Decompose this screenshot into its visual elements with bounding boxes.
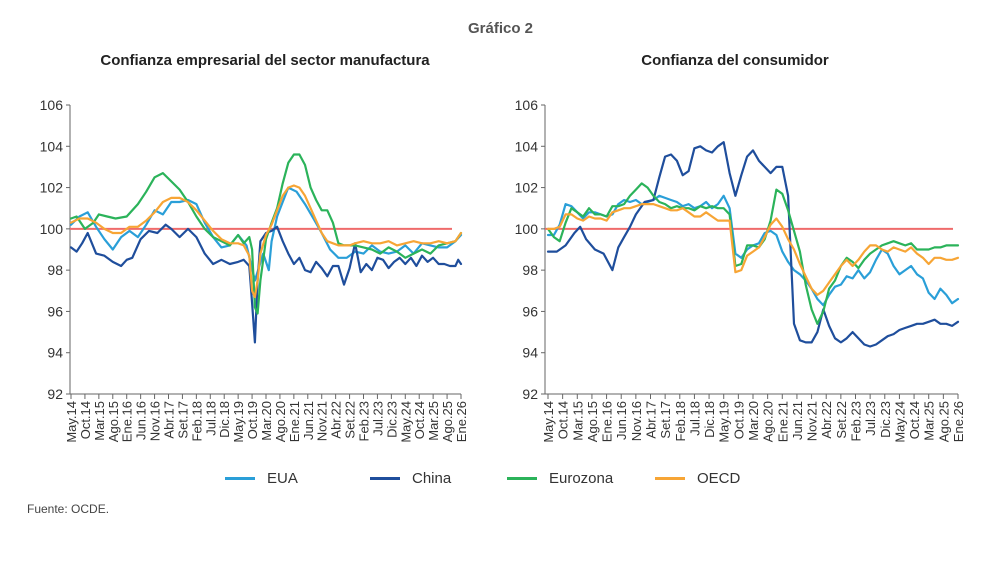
x-tick-label: Ene.26: [951, 401, 966, 442]
x-tick-label: Ene.16: [120, 401, 135, 442]
x-tick-label: Abr.17: [644, 401, 659, 439]
x-tick-label: Jun.16: [614, 401, 629, 440]
x-tick-label: Ene.26: [454, 401, 469, 442]
legend-label-china: China: [412, 470, 452, 487]
x-tick-label: Abr.22: [819, 401, 834, 439]
series-line-china: [546, 141, 960, 348]
main-title: Gráfico 2: [467, 20, 534, 37]
legend-label-oecd: OECD: [697, 470, 741, 487]
x-tick-label: Mar.15: [570, 401, 585, 441]
legend-item-eurozona: Eurozona: [507, 470, 613, 487]
x-tick-label: Jul.23: [370, 401, 385, 436]
y-tick-label: 102: [40, 180, 64, 196]
y-tick-label: 96: [522, 303, 538, 319]
x-tick-label: Mar.20: [746, 401, 761, 441]
chart-title-consumer: Confianza del consumidor: [641, 52, 829, 69]
legend-label-eua: EUA: [267, 470, 298, 487]
x-tick-label: Nov.16: [148, 401, 163, 441]
x-tick-label: Nov.16: [629, 401, 644, 441]
x-tick-label: May.19: [717, 401, 732, 443]
series-line-eurozona: [546, 182, 960, 325]
legend-item-oecd: OECD: [655, 470, 740, 487]
x-tick-label: Dic.23: [384, 401, 399, 438]
x-tick-label: Feb.18: [189, 401, 204, 441]
x-tick-label: Set.22: [343, 401, 358, 439]
x-tick-label: Nov.21: [315, 401, 330, 441]
x-tick-label: Jul.18: [687, 401, 702, 436]
x-tick-label: Oct.19: [731, 401, 746, 439]
x-tick-label: May.19: [231, 401, 246, 443]
x-tick-label: Oct.14: [78, 401, 93, 439]
legend-swatch-china: [370, 477, 400, 480]
source-note: Fuente: OCDE.: [27, 502, 110, 516]
legend-item-china: China: [370, 470, 451, 487]
series-line-china: [69, 223, 463, 344]
y-tick-label: 106: [40, 97, 64, 113]
x-tick-label: May.24: [892, 401, 907, 443]
y-tick-label: 106: [515, 97, 539, 113]
x-tick-label: Oct.19: [245, 401, 260, 439]
x-tick-label: Ago.15: [585, 401, 600, 442]
y-tick-label: 100: [40, 221, 64, 237]
x-tick-label: May.14: [64, 401, 79, 443]
x-tick-label: Mar.15: [92, 401, 107, 441]
x-tick-label: Oct.24: [907, 401, 922, 439]
x-tick-label: May.24: [398, 401, 413, 443]
x-tick-label: Dic.18: [217, 401, 232, 438]
x-tick-label: Jun.21: [301, 401, 316, 440]
x-tick-label: Oct.14: [556, 401, 571, 439]
y-tick-label: 92: [522, 386, 538, 402]
x-tick-label: Abr.17: [162, 401, 177, 439]
x-tick-label: Ago.20: [273, 401, 288, 442]
x-tick-label: Abr.22: [329, 401, 344, 439]
x-tick-label: Jun.21: [790, 401, 805, 440]
x-tick-label: Nov.21: [805, 401, 820, 441]
x-tick-label: Feb.23: [849, 401, 864, 441]
x-tick-label: Mar.25: [426, 401, 441, 441]
x-tick-label: Ago.15: [106, 401, 121, 442]
series-line-oecd: [546, 203, 960, 296]
legend-label-eurozona: Eurozona: [549, 470, 614, 487]
y-tick-label: 94: [522, 345, 538, 361]
x-tick-label: May.14: [541, 401, 556, 443]
x-tick-label: Ene.16: [600, 401, 615, 442]
y-tick-label: 92: [47, 386, 63, 402]
x-tick-label: Ago.20: [761, 401, 776, 442]
y-tick-label: 94: [47, 345, 63, 361]
x-tick-label: Jul.18: [203, 401, 218, 436]
x-tick-label: Dic.23: [878, 401, 893, 438]
series-line-oecd: [69, 184, 463, 299]
x-tick-label: Ene.21: [775, 401, 790, 442]
x-tick-label: Feb.23: [357, 401, 372, 441]
x-tick-label: Set.17: [175, 401, 190, 439]
chart-manufacturing: 92949698100102104106May.14Oct.14Mar.15Ag…: [40, 97, 469, 443]
legend-item-eua: EUA: [225, 470, 298, 487]
legend: EUA China Eurozona OECD: [0, 470, 1001, 494]
x-tick-label: Jul.23: [863, 401, 878, 436]
x-tick-label: Ago.25: [440, 401, 455, 442]
legend-swatch-oecd: [655, 477, 685, 480]
y-tick-label: 104: [515, 138, 539, 154]
x-tick-label: Mar.20: [259, 401, 274, 441]
y-tick-label: 104: [40, 138, 64, 154]
legend-swatch-eurozona: [507, 477, 537, 480]
y-tick-label: 98: [522, 262, 538, 278]
x-tick-label: Feb.18: [673, 401, 688, 441]
x-tick-label: Set.22: [834, 401, 849, 439]
y-tick-label: 100: [515, 221, 539, 237]
x-tick-label: Ene.21: [287, 401, 302, 442]
y-tick-label: 96: [47, 303, 63, 319]
y-tick-label: 102: [515, 180, 539, 196]
x-tick-label: Dic.18: [702, 401, 717, 438]
y-tick-label: 98: [47, 262, 63, 278]
legend-swatch-eua: [225, 477, 255, 480]
x-tick-label: Oct.24: [412, 401, 427, 439]
chart-title-manufacturing: Confianza empresarial del sector manufac…: [100, 52, 430, 69]
x-tick-label: Set.17: [658, 401, 673, 439]
x-tick-label: Mar.25: [922, 401, 937, 441]
x-tick-label: Ago.25: [936, 401, 951, 442]
x-tick-label: Jun.16: [134, 401, 149, 440]
